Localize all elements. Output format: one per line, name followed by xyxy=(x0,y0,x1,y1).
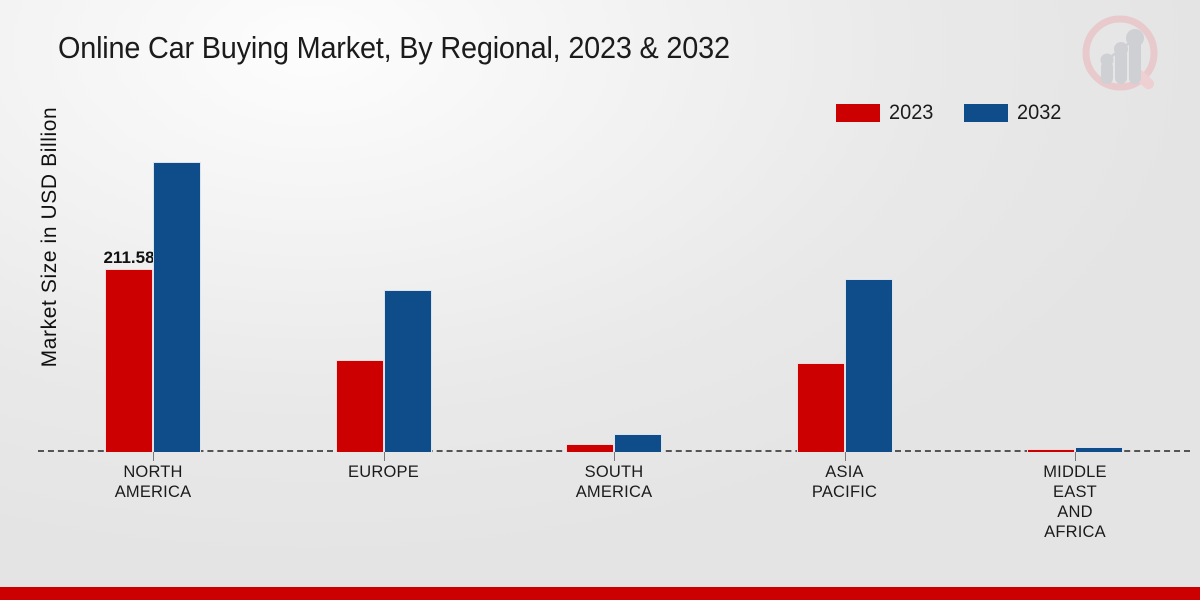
bar-group: ASIA PACIFIC xyxy=(730,140,960,501)
bar-2032-asia-pacific[interactable] xyxy=(844,278,893,452)
axis-tick xyxy=(844,452,846,461)
bar-2023-middle-east-and-africa[interactable] xyxy=(1027,448,1075,452)
category-label-line: AMERICA xyxy=(114,483,192,501)
bar-2032-north-america[interactable] xyxy=(153,161,201,452)
category-label-line: EUROPE xyxy=(348,463,419,481)
category-label: MIDDLE EAST AND AFRICA xyxy=(960,452,1190,542)
category-label-line: AND xyxy=(1057,503,1093,521)
bar-2032-europe[interactable] xyxy=(383,290,432,452)
bar-group: 211.58 NORTH AMERICA xyxy=(38,140,268,501)
legend-label-2032: 2032 xyxy=(1016,101,1062,124)
category-label-line: MIDDLE xyxy=(1043,463,1107,481)
category-label-line: NORTH xyxy=(123,463,183,481)
category-label: ASIA PACIFIC xyxy=(730,452,960,502)
bars: 211.58 xyxy=(38,140,268,452)
axis-tick xyxy=(153,452,154,461)
bar-group: SOUTH AMERICA xyxy=(499,140,729,501)
category-label-line: PACIFIC xyxy=(811,483,878,501)
bars xyxy=(960,140,1190,452)
bar-group: MIDDLE EAST AND AFRICA xyxy=(960,140,1190,541)
market-research-magnifier-logo-icon xyxy=(1070,8,1174,104)
legend-item-2032[interactable]: 2032 xyxy=(963,101,1064,125)
bar-2032-middle-east-and-africa[interactable] xyxy=(1075,446,1123,452)
category-label-line: SOUTH xyxy=(584,463,644,481)
category-label: NORTH AMERICA xyxy=(38,452,268,502)
bar-2023-asia-pacific[interactable] xyxy=(796,363,845,452)
category-label-line: EAST xyxy=(1053,483,1097,501)
bottom-accent-bar xyxy=(0,587,1200,600)
bar-2032-south-america[interactable] xyxy=(614,433,662,452)
bar-2023-south-america[interactable] xyxy=(566,443,614,452)
category-label-line: AMERICA xyxy=(575,483,653,501)
axis-tick xyxy=(1075,452,1076,461)
axis-tick xyxy=(383,452,385,461)
bar-group: EUROPE xyxy=(269,140,499,481)
legend-swatch-2023 xyxy=(836,104,880,122)
plot-area: 211.58 NORTH AMERICA EUROPE SOUTH AMERICA ASIA… xyxy=(38,140,1190,541)
legend-swatch-2032 xyxy=(963,104,1008,122)
bar-2023-europe[interactable] xyxy=(335,359,384,452)
category-label: SOUTH AMERICA xyxy=(499,452,729,502)
category-label-line: ASIA xyxy=(825,463,864,481)
chart-legend: 2023 2032 xyxy=(836,101,1063,125)
bars xyxy=(269,140,499,452)
bar-value-label: 211.58 xyxy=(103,247,155,267)
bars xyxy=(499,140,729,452)
legend-label-2023: 2023 xyxy=(889,101,934,124)
chart-title: Online Car Buying Market, By Regional, 2… xyxy=(58,30,730,65)
legend-item-2023[interactable]: 2023 xyxy=(836,101,936,125)
category-label-line: AFRICA xyxy=(1044,523,1106,541)
category-label: EUROPE xyxy=(269,452,499,482)
axis-tick xyxy=(614,452,615,461)
bars xyxy=(730,140,960,452)
bar-2023-north-america[interactable]: 211.58 xyxy=(103,248,155,452)
